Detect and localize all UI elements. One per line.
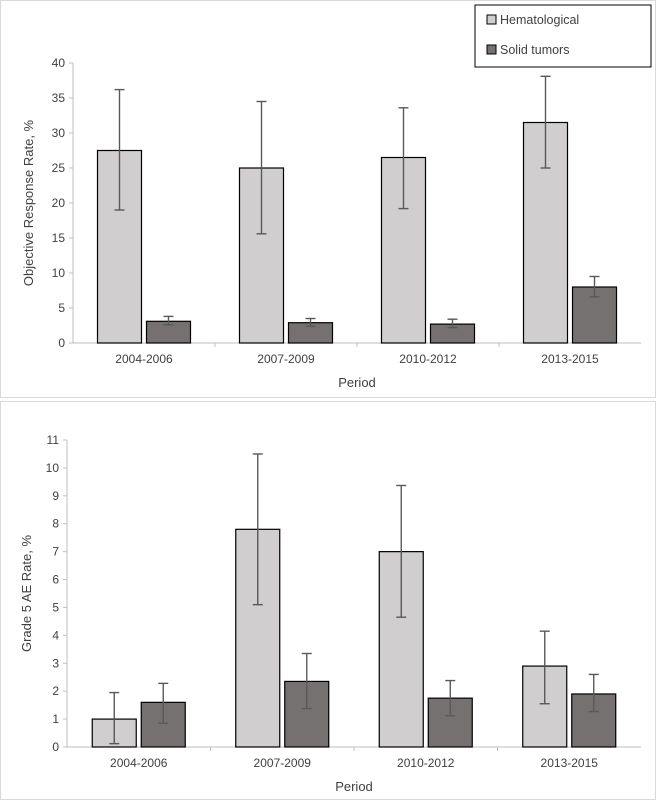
x-tick-label: 2013-2015 <box>541 756 599 770</box>
y-tick-label: 3 <box>52 656 59 670</box>
y-tick-label: 25 <box>52 161 66 175</box>
legend-label-hematological: Hematological <box>500 13 579 27</box>
y-tick-label: 7 <box>52 545 59 559</box>
y-tick-label: 40 <box>52 56 66 70</box>
y-tick-label: 5 <box>52 600 59 614</box>
x-axis-title: Period <box>338 375 376 390</box>
legend-label-solid-tumors: Solid tumors <box>500 43 569 57</box>
y-tick-label: 0 <box>58 336 65 350</box>
y-tick-label: 2 <box>52 684 59 698</box>
y-tick-label: 1 <box>52 712 59 726</box>
x-tick-label: 2004-2006 <box>110 756 168 770</box>
legend-swatch-solid-tumors <box>486 44 497 55</box>
y-tick-label: 10 <box>46 461 60 475</box>
y-tick-label: 0 <box>52 740 59 754</box>
x-tick-label: 2010-2012 <box>399 352 457 366</box>
y-tick-label: 9 <box>52 489 59 503</box>
legend-box <box>474 4 652 68</box>
y-tick-label: 6 <box>52 573 59 587</box>
y-tick-label: 5 <box>58 301 65 315</box>
y-tick-label: 20 <box>52 196 66 210</box>
y-tick-label: 4 <box>52 628 59 642</box>
bar-solid-tumors <box>284 680 330 748</box>
y-tick-label: 10 <box>52 266 66 280</box>
y-tick-label: 11 <box>47 433 60 447</box>
y-tick-label: 15 <box>52 231 66 245</box>
x-tick-label: 2010-2012 <box>397 756 455 770</box>
grade5-ae-chart-panel: 0 1 2 3 4 5 6 7 8 9 10 11 2004-2006 2007-2009 2010-201… <box>0 401 656 800</box>
y-axis-title: Grade 5 AE Rate, % <box>19 535 34 653</box>
x-tick-label: 2004-2006 <box>115 352 173 366</box>
y-tick-label: 30 <box>52 126 66 140</box>
grade5-ae-chart: 0 1 2 3 4 5 6 7 8 9 10 11 2004-2006 2007-2009 2010-201… <box>19 433 641 794</box>
x-axis-title: Period <box>335 779 373 794</box>
x-tick-label: 2007-2009 <box>254 756 312 770</box>
x-tick-label: 2007-2009 <box>257 352 315 366</box>
y-tick-label: 8 <box>52 517 59 531</box>
y-axis-title: Objective Response Rate, % <box>21 119 36 286</box>
response-rate-chart-panel: 0 5 10 15 20 25 30 35 40 2004-2006 2007-2009 2010-2… <box>0 0 656 398</box>
legend-swatch-hematological <box>486 14 497 25</box>
legend: Hematological Solid tumors <box>474 4 652 68</box>
x-tick-label: 2013-2015 <box>541 352 599 366</box>
response-rate-chart: 0 5 10 15 20 25 30 35 40 2004-2006 2007-2009 2010-2… <box>21 4 652 390</box>
y-tick-label: 35 <box>52 91 66 105</box>
